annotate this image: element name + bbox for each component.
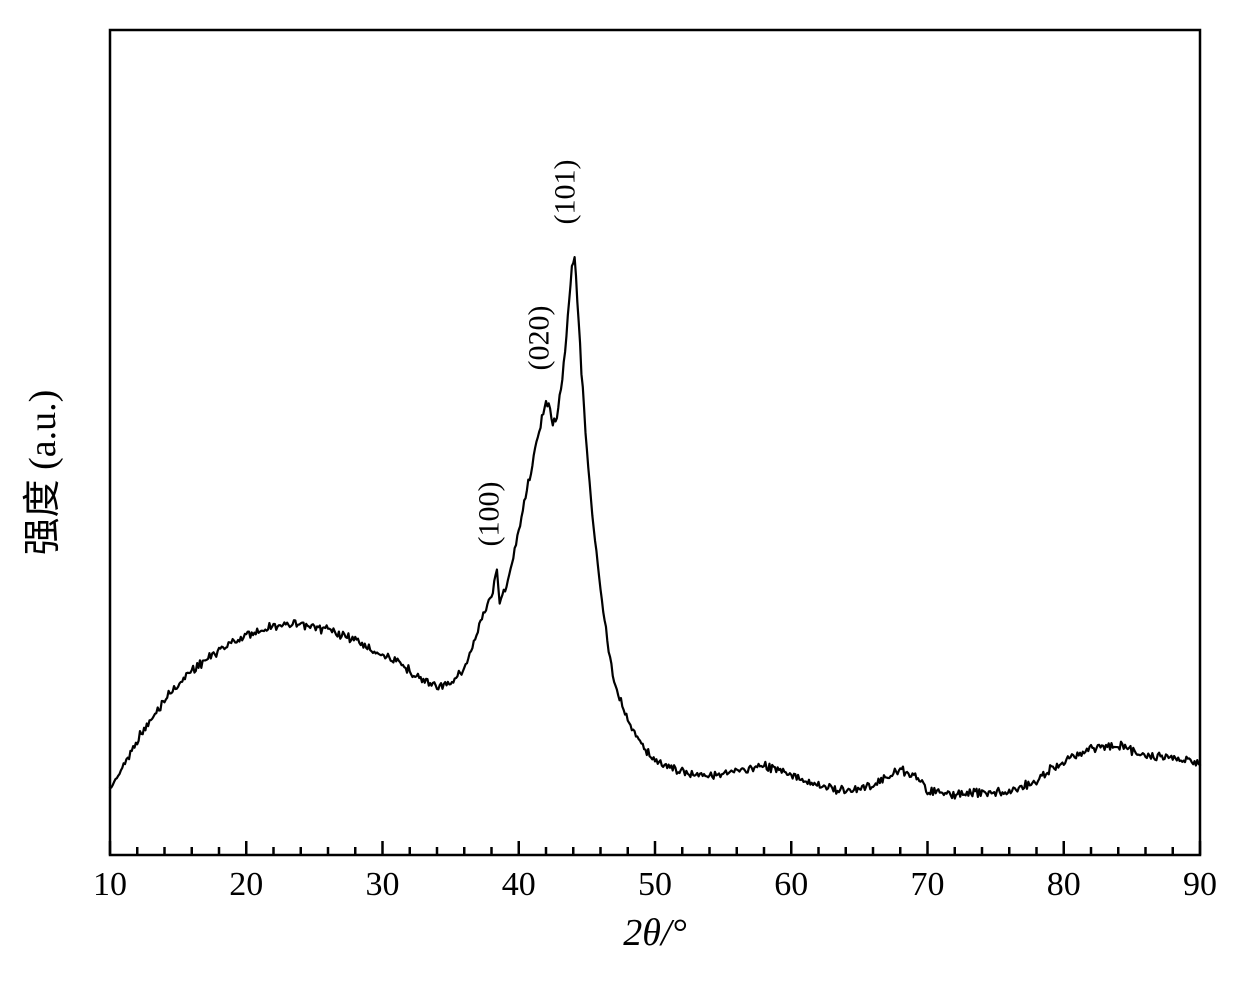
x-tick-label: 90 bbox=[1183, 866, 1217, 903]
x-axis-label: 2θ/° bbox=[623, 912, 686, 954]
peak-label: (101) bbox=[549, 160, 582, 225]
x-tick-label: 20 bbox=[229, 866, 263, 903]
peak-label: (100) bbox=[472, 482, 505, 547]
x-tick-label: 70 bbox=[911, 866, 945, 903]
x-tick-label: 40 bbox=[502, 866, 536, 903]
x-tick-labels: 10 20 30 40 50 60 70 80 90 bbox=[93, 866, 1217, 903]
peak-label: (020) bbox=[523, 306, 556, 371]
chart-svg: 10 20 30 40 50 60 70 80 90 2θ/° 强度 (a.u.) (100) (… bbox=[0, 0, 1240, 989]
x-tick-label: 50 bbox=[638, 866, 672, 903]
y-axis-label: 强度 (a.u.) bbox=[22, 390, 64, 556]
x-tick-label: 60 bbox=[774, 866, 808, 903]
xrd-chart: 10 20 30 40 50 60 70 80 90 2θ/° 强度 (a.u.) (100) (… bbox=[0, 0, 1240, 989]
x-tick-label: 10 bbox=[93, 866, 127, 903]
x-tick-label: 30 bbox=[366, 866, 400, 903]
plot-background bbox=[110, 30, 1200, 855]
x-tick-label: 80 bbox=[1047, 866, 1081, 903]
